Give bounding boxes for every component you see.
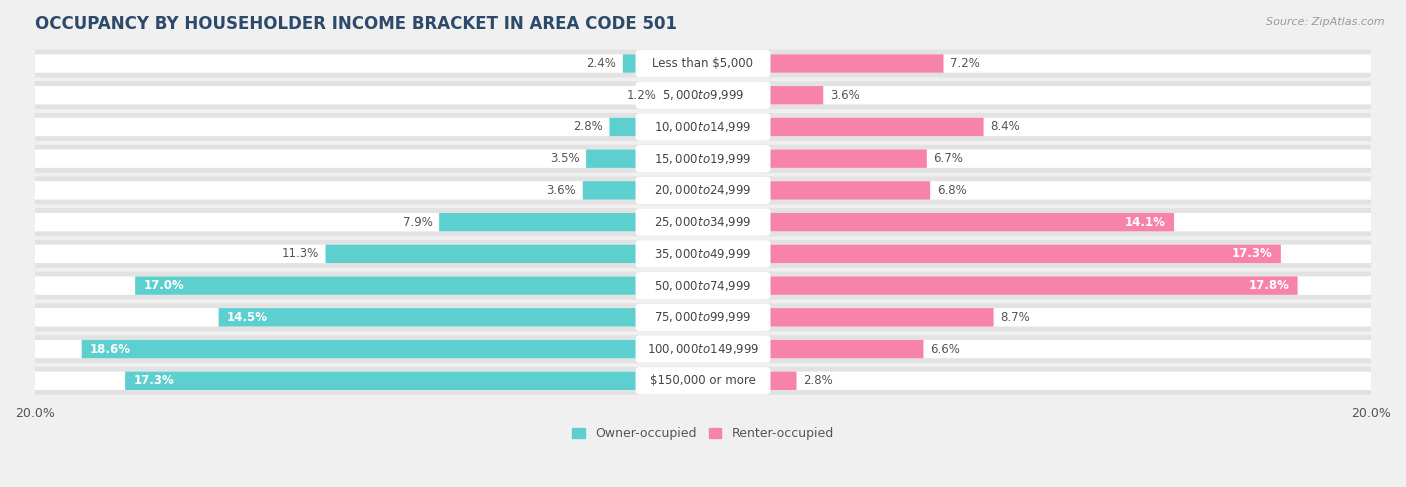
FancyBboxPatch shape	[586, 150, 703, 168]
FancyBboxPatch shape	[636, 336, 770, 363]
Text: $5,000 to $9,999: $5,000 to $9,999	[662, 88, 744, 102]
Text: 2.8%: 2.8%	[574, 120, 603, 133]
FancyBboxPatch shape	[703, 213, 1174, 231]
FancyBboxPatch shape	[636, 113, 770, 141]
FancyBboxPatch shape	[35, 118, 1371, 136]
Text: Source: ZipAtlas.com: Source: ZipAtlas.com	[1267, 17, 1385, 27]
FancyBboxPatch shape	[636, 50, 770, 77]
FancyBboxPatch shape	[24, 367, 1382, 395]
FancyBboxPatch shape	[662, 86, 703, 104]
FancyBboxPatch shape	[703, 55, 943, 73]
FancyBboxPatch shape	[326, 244, 703, 263]
Text: 3.6%: 3.6%	[830, 89, 859, 102]
FancyBboxPatch shape	[636, 272, 770, 299]
Text: 6.7%: 6.7%	[934, 152, 963, 165]
FancyBboxPatch shape	[219, 308, 703, 326]
FancyBboxPatch shape	[24, 145, 1382, 173]
FancyBboxPatch shape	[623, 55, 703, 73]
Text: 7.2%: 7.2%	[950, 57, 980, 70]
Text: 6.6%: 6.6%	[931, 342, 960, 356]
FancyBboxPatch shape	[135, 277, 703, 295]
Text: 17.3%: 17.3%	[1232, 247, 1272, 261]
FancyBboxPatch shape	[703, 372, 797, 390]
FancyBboxPatch shape	[703, 340, 924, 358]
FancyBboxPatch shape	[35, 340, 1371, 358]
FancyBboxPatch shape	[24, 208, 1382, 236]
FancyBboxPatch shape	[24, 113, 1382, 141]
FancyBboxPatch shape	[609, 118, 703, 136]
FancyBboxPatch shape	[24, 50, 1382, 77]
Text: $10,000 to $14,999: $10,000 to $14,999	[654, 120, 752, 134]
FancyBboxPatch shape	[24, 240, 1382, 268]
Legend: Owner-occupied, Renter-occupied: Owner-occupied, Renter-occupied	[568, 422, 838, 445]
FancyBboxPatch shape	[35, 86, 1371, 104]
FancyBboxPatch shape	[582, 181, 703, 200]
FancyBboxPatch shape	[35, 55, 1371, 73]
FancyBboxPatch shape	[636, 240, 770, 267]
FancyBboxPatch shape	[636, 304, 770, 331]
FancyBboxPatch shape	[24, 272, 1382, 300]
FancyBboxPatch shape	[24, 335, 1382, 363]
FancyBboxPatch shape	[35, 308, 1371, 326]
FancyBboxPatch shape	[703, 86, 824, 104]
Text: 7.9%: 7.9%	[402, 216, 433, 228]
Text: $15,000 to $19,999: $15,000 to $19,999	[654, 151, 752, 166]
FancyBboxPatch shape	[24, 176, 1382, 205]
FancyBboxPatch shape	[35, 372, 1371, 390]
FancyBboxPatch shape	[636, 177, 770, 204]
FancyBboxPatch shape	[703, 244, 1281, 263]
FancyBboxPatch shape	[24, 303, 1382, 331]
Text: $75,000 to $99,999: $75,000 to $99,999	[654, 310, 752, 324]
Text: 8.7%: 8.7%	[1000, 311, 1031, 324]
Text: $50,000 to $74,999: $50,000 to $74,999	[654, 279, 752, 293]
Text: 8.4%: 8.4%	[990, 120, 1019, 133]
Text: 11.3%: 11.3%	[281, 247, 319, 261]
Text: $35,000 to $49,999: $35,000 to $49,999	[654, 247, 752, 261]
FancyBboxPatch shape	[703, 181, 931, 200]
Text: 17.0%: 17.0%	[143, 279, 184, 292]
Text: 14.5%: 14.5%	[226, 311, 269, 324]
FancyBboxPatch shape	[35, 277, 1371, 295]
FancyBboxPatch shape	[35, 181, 1371, 200]
FancyBboxPatch shape	[636, 208, 770, 236]
Text: 2.4%: 2.4%	[586, 57, 616, 70]
Text: OCCUPANCY BY HOUSEHOLDER INCOME BRACKET IN AREA CODE 501: OCCUPANCY BY HOUSEHOLDER INCOME BRACKET …	[35, 15, 676, 33]
FancyBboxPatch shape	[35, 213, 1371, 231]
Text: 17.3%: 17.3%	[134, 375, 174, 387]
Text: 3.6%: 3.6%	[547, 184, 576, 197]
FancyBboxPatch shape	[82, 340, 703, 358]
FancyBboxPatch shape	[703, 150, 927, 168]
FancyBboxPatch shape	[35, 244, 1371, 263]
Text: 3.5%: 3.5%	[550, 152, 579, 165]
Text: $25,000 to $34,999: $25,000 to $34,999	[654, 215, 752, 229]
Text: 2.8%: 2.8%	[803, 375, 832, 387]
Text: $150,000 or more: $150,000 or more	[650, 375, 756, 387]
Text: $20,000 to $24,999: $20,000 to $24,999	[654, 184, 752, 197]
Text: 18.6%: 18.6%	[90, 342, 131, 356]
FancyBboxPatch shape	[125, 372, 703, 390]
FancyBboxPatch shape	[636, 367, 770, 394]
Text: $100,000 to $149,999: $100,000 to $149,999	[647, 342, 759, 356]
FancyBboxPatch shape	[35, 150, 1371, 168]
FancyBboxPatch shape	[703, 308, 994, 326]
FancyBboxPatch shape	[703, 118, 984, 136]
Text: 1.2%: 1.2%	[626, 89, 657, 102]
FancyBboxPatch shape	[439, 213, 703, 231]
Text: 17.8%: 17.8%	[1249, 279, 1289, 292]
Text: 6.8%: 6.8%	[936, 184, 966, 197]
FancyBboxPatch shape	[636, 82, 770, 109]
FancyBboxPatch shape	[636, 145, 770, 172]
FancyBboxPatch shape	[703, 277, 1298, 295]
Text: 14.1%: 14.1%	[1125, 216, 1166, 228]
FancyBboxPatch shape	[24, 81, 1382, 109]
Text: Less than $5,000: Less than $5,000	[652, 57, 754, 70]
